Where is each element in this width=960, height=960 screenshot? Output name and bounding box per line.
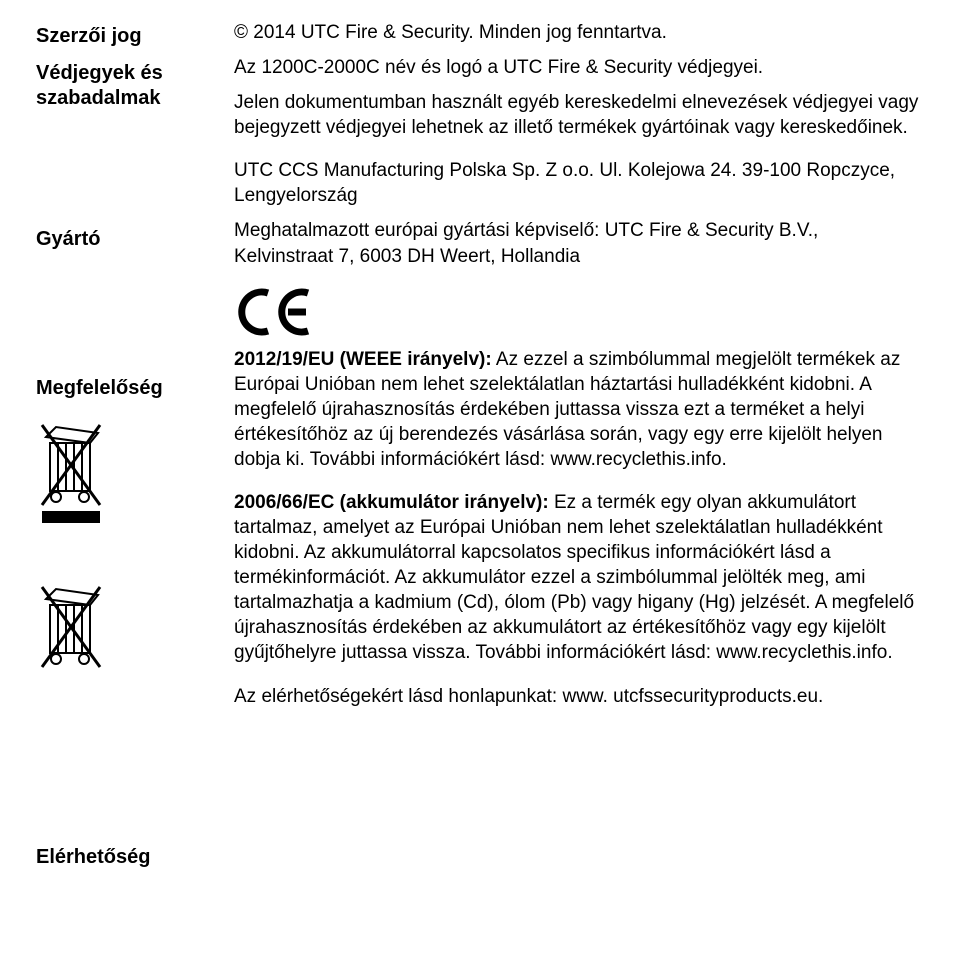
label-compliance: Megfelelőség	[36, 376, 216, 401]
trademarks-p1: Az 1200C-2000C név és logó a UTC Fire & …	[234, 55, 920, 80]
weee-bin-icon	[36, 419, 110, 527]
label-column: Szerzői jog Védjegyek és szabadalmak Gyá…	[36, 20, 216, 874]
label-copyright: Szerzői jog	[36, 24, 216, 49]
contact-text: Az elérhetőségekért lásd honlapunkat: ww…	[234, 684, 920, 709]
copyright-text: © 2014 UTC Fire & Security. Minden jog f…	[234, 20, 920, 45]
battery-bold: 2006/66/EC (akkumulátor irányelv):	[234, 492, 549, 513]
trademarks-p2: Jelen dokumentumban használt egyéb keres…	[234, 90, 920, 140]
label-manufacturer: Gyártó	[36, 227, 216, 252]
battery-bin-icon	[36, 581, 110, 675]
label-contact: Elérhetőség	[36, 845, 216, 870]
page-root: Szerzői jog Védjegyek és szabadalmak Gyá…	[0, 0, 960, 894]
label-trademarks: Védjegyek és szabadalmak	[36, 61, 216, 111]
battery-rest: Ez a termék egy olyan akkumulátort tarta…	[234, 492, 914, 663]
battery-paragraph: 2006/66/EC (akkumulátor irányelv): Ez a …	[234, 490, 920, 666]
manufacturer-p1: UTC CCS Manufacturing Polska Sp. Z o.o. …	[234, 158, 920, 208]
weee-bold: 2012/19/EU (WEEE irányelv):	[234, 349, 492, 370]
content-column: © 2014 UTC Fire & Security. Minden jog f…	[234, 20, 920, 874]
ce-mark-icon	[234, 287, 314, 337]
manufacturer-p2: Meghatalmazott európai gyártási képvisel…	[234, 218, 920, 268]
weee-paragraph: 2012/19/EU (WEEE irányelv): Az ezzel a s…	[234, 347, 920, 472]
